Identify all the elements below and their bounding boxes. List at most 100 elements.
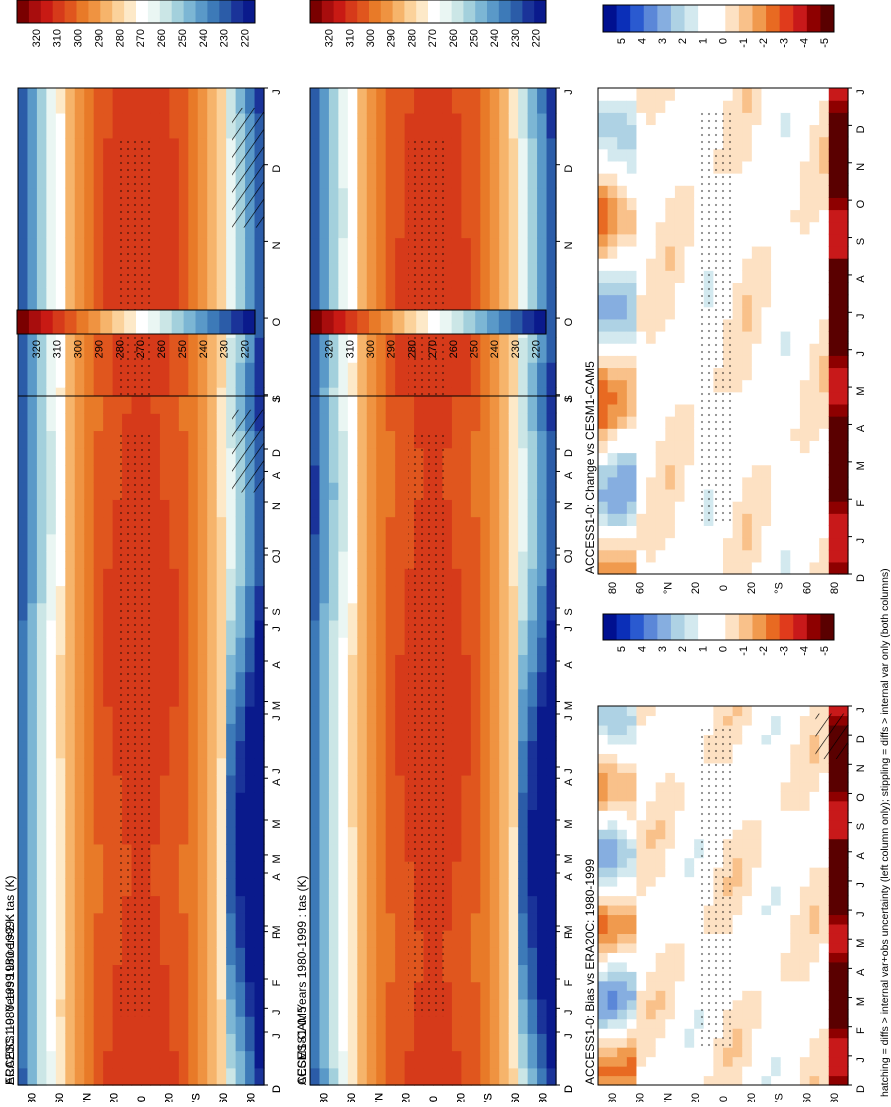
heatmap-cell	[338, 1016, 348, 1034]
heatmap-cell	[348, 362, 358, 388]
heatmap-cell	[386, 413, 396, 431]
heatmap-cell	[386, 482, 396, 500]
heatmap-cell	[169, 517, 179, 535]
heatmap-cell	[255, 1033, 265, 1051]
x-tick-label: O	[271, 554, 283, 563]
heatmap-cell	[547, 637, 557, 655]
heatmap-cell	[376, 896, 386, 914]
heatmap-cell	[169, 551, 179, 569]
heatmap-cell	[490, 1068, 500, 1086]
heatmap-cell	[169, 430, 179, 448]
heatmap-cell	[386, 775, 396, 793]
heatmap-cell	[376, 262, 386, 288]
colorbar-label: 250	[469, 29, 481, 47]
heatmap-cell	[37, 1033, 47, 1051]
heatmap-cell	[442, 413, 452, 431]
heatmap-cell	[122, 396, 132, 414]
heatmap-cell	[65, 827, 75, 845]
stipple-overlay	[408, 430, 445, 1016]
heatmap-cell	[65, 689, 75, 707]
heatmap-cell	[255, 706, 265, 724]
heatmap-cell	[37, 792, 47, 810]
heatmap-cell	[518, 287, 528, 313]
heatmap-cell	[598, 933, 608, 943]
x-tick-label: O	[563, 317, 575, 326]
heatmap-cell	[179, 792, 189, 810]
heatmap-cell	[245, 999, 255, 1017]
heatmap-cell	[198, 603, 208, 621]
heatmap-cell	[245, 1068, 255, 1086]
heatmap-cell	[636, 810, 646, 820]
heatmap-cell	[94, 603, 104, 621]
heatmap-cell	[56, 413, 66, 431]
heatmap-cell	[103, 430, 113, 448]
heatmap-cell	[84, 947, 94, 965]
colorbar-label: 320	[31, 340, 43, 358]
heatmap-cell	[169, 930, 179, 948]
heatmap-cell	[665, 867, 675, 877]
heatmap-cell	[18, 163, 28, 189]
x-tick-label: J	[271, 1033, 283, 1039]
heatmap-cell	[207, 809, 217, 827]
heatmap-cell	[245, 551, 255, 569]
heatmap-cell	[509, 482, 519, 500]
heatmap-cell	[528, 947, 538, 965]
heatmap-cell	[338, 188, 348, 214]
heatmap-cell	[528, 585, 538, 603]
heatmap-cell	[452, 163, 462, 189]
heatmap-cell	[75, 603, 85, 621]
heatmap-cell	[217, 1033, 227, 1051]
heatmap-cell	[348, 930, 358, 948]
heatmap-cell	[46, 517, 56, 535]
heatmap-cell	[169, 999, 179, 1017]
heatmap-cell	[627, 905, 637, 915]
colorbar-swatch	[219, 0, 231, 23]
heatmap-cell	[75, 465, 85, 483]
heatmap-cell	[329, 482, 339, 500]
heatmap-cell	[65, 188, 75, 214]
heatmap-cell	[509, 238, 519, 264]
heatmap-cell	[367, 982, 377, 1000]
heatmap-cell	[348, 396, 358, 414]
heatmap-cell	[656, 772, 666, 782]
heatmap-cell	[461, 964, 471, 982]
heatmap-cell	[452, 689, 462, 707]
heatmap-cell	[255, 964, 265, 982]
heatmap-cell	[433, 88, 443, 114]
heatmap-cell	[319, 809, 329, 827]
heatmap-cell	[509, 213, 519, 239]
heatmap-cell	[656, 1038, 666, 1048]
colorbar-label: 300	[365, 340, 377, 358]
heatmap-cell	[84, 964, 94, 982]
heatmap-cell	[103, 913, 113, 931]
heatmap-cell	[103, 138, 113, 164]
heatmap-cell	[490, 809, 500, 827]
heatmap-cell	[608, 1009, 618, 1019]
heatmap-cell	[386, 88, 396, 114]
heatmap-cell	[395, 465, 405, 483]
heatmap-cell	[46, 551, 56, 569]
heatmap-cell	[37, 620, 47, 638]
heatmap-cell	[656, 943, 666, 953]
heatmap-cell	[255, 827, 265, 845]
x-tick-label: J	[271, 626, 283, 632]
heatmap-cell	[499, 620, 509, 638]
heatmap-cell	[245, 262, 255, 288]
heatmap-cell	[255, 499, 265, 517]
heatmap-cell	[245, 861, 255, 879]
heatmap-cell	[414, 1016, 424, 1034]
heatmap-cell	[608, 962, 618, 972]
heatmap-cell	[509, 499, 519, 517]
heatmap-cell	[461, 396, 471, 414]
heatmap-cell	[598, 971, 608, 981]
heatmap-cell	[94, 930, 104, 948]
heatmap-cell	[509, 964, 519, 982]
heatmap-cell	[509, 1033, 519, 1051]
heatmap-cell	[18, 741, 28, 759]
heatmap-cell	[665, 706, 675, 716]
heatmap-cell	[37, 878, 47, 896]
heatmap-cell	[56, 213, 66, 239]
heatmap-cell	[442, 396, 452, 414]
heatmap-cell	[103, 706, 113, 724]
heatmap-cell	[376, 188, 386, 214]
